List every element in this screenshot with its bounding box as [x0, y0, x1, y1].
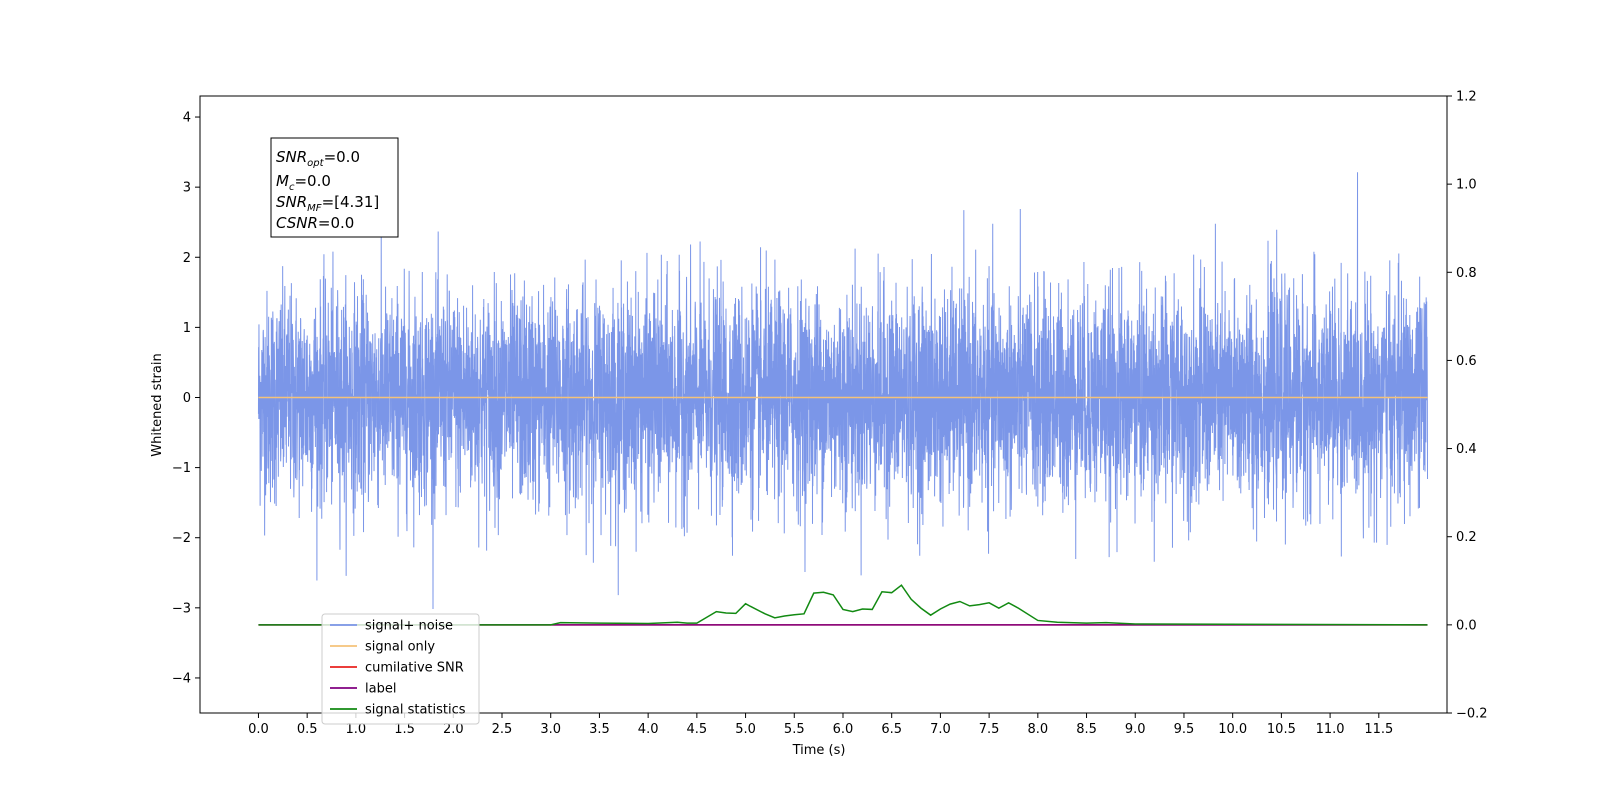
- y-tick-label-4: 0: [183, 391, 191, 406]
- y-tick-label-3: 1: [183, 321, 191, 336]
- x-tick-label-15: 7.5: [979, 722, 1000, 737]
- x-tick-label-7: 3.5: [589, 722, 610, 737]
- x-tick-label-6: 3.0: [540, 722, 561, 737]
- y-tick-label-2: 2: [183, 251, 191, 266]
- legend-label-2: cumilative SNR: [365, 661, 464, 676]
- snr-opt-text: SNRopt=0.0: [276, 148, 360, 169]
- csnr-text: CSNR=0.0: [276, 214, 354, 232]
- y-tick-label-5: −1: [172, 461, 191, 476]
- y-axis-left: 4 3 2 1 0 −1 −2 −3 −4: [172, 111, 200, 686]
- y2-tick-label-2: 0.8: [1456, 266, 1477, 281]
- x-tick-label-21: 10.5: [1267, 722, 1296, 737]
- annotation-box: SNRopt=0.0 Mc=0.0 SNRMF=[4.31] CSNR=0.0: [270, 137, 399, 238]
- x-tick-label-13: 6.5: [881, 722, 902, 737]
- legend-label-4: signal statistics: [365, 703, 466, 718]
- x-tick-label-18: 9.0: [1125, 722, 1146, 737]
- y2-tick-label-1: 1.0: [1456, 178, 1477, 193]
- signal-noise-series: [257, 172, 1429, 609]
- y2-tick-label-5: 0.2: [1456, 530, 1477, 545]
- y2-tick-label-0: 1.2: [1456, 90, 1477, 105]
- legend-label-0: signal+ noise: [365, 619, 453, 634]
- y2-tick-label-7: −0.2: [1456, 707, 1488, 722]
- x-tick-label-19: 9.5: [1174, 722, 1195, 737]
- x-axis-label: Time (s): [792, 743, 846, 758]
- mc-text: Mc=0.0: [276, 172, 331, 193]
- x-tick-label-14: 7.0: [930, 722, 951, 737]
- y-tick-label-7: −3: [172, 601, 191, 616]
- x-tick-label-8: 4.0: [638, 722, 659, 737]
- legend-label-3: label: [365, 682, 396, 697]
- y-axis-label: Whitened strain: [150, 353, 165, 456]
- y2-tick-label-6: 0.0: [1456, 618, 1477, 633]
- y2-tick-label-4: 0.4: [1456, 442, 1477, 457]
- x-tick-label-12: 6.0: [833, 722, 854, 737]
- y-tick-label-1: 3: [183, 181, 191, 196]
- y-tick-label-6: −2: [172, 531, 191, 546]
- x-tick-label-20: 10.0: [1218, 722, 1247, 737]
- x-tick-label-4: 2.0: [443, 722, 464, 737]
- y-axis-right: 1.2 1.0 0.8 0.6 0.4 0.2 0.0 −0.2: [1447, 90, 1488, 722]
- x-tick-label-11: 5.5: [784, 722, 805, 737]
- series-line-4: [258, 584, 1428, 626]
- x-tick-label-17: 8.5: [1076, 722, 1097, 737]
- y2-tick-label-3: 0.6: [1456, 354, 1477, 369]
- x-tick-label-16: 8.0: [1027, 722, 1048, 737]
- snr-mf-text: SNRMF=[4.31]: [276, 193, 379, 214]
- x-tick-label-10: 5.0: [735, 722, 756, 737]
- legend: signal+ noise signal only cumilative SNR la…: [321, 613, 480, 725]
- plot-frame: [199, 95, 1448, 714]
- x-tick-label-2: 1.0: [346, 722, 367, 737]
- x-tick-label-0: 0.0: [248, 722, 269, 737]
- legend-label-1: signal only: [365, 640, 435, 655]
- x-axis: 0.0 0.5 1.0 1.5 2.0 2.5 3.0 3.5 4.0 4.5 5.0 5.5 6.0 6…: [248, 713, 1393, 737]
- x-tick-label-9: 4.5: [687, 722, 708, 737]
- x-tick-label-3: 1.5: [394, 722, 415, 737]
- signal-noise-line: [257, 172, 1429, 609]
- x-tick-label-1: 0.5: [297, 722, 318, 737]
- legend-frame: [321, 613, 480, 725]
- plot-area: [257, 172, 1429, 626]
- y-tick-label-0: 4: [183, 111, 191, 126]
- x-tick-label-5: 2.5: [492, 722, 513, 737]
- y-tick-label-8: −4: [172, 671, 191, 686]
- x-tick-label-23: 11.5: [1364, 722, 1393, 737]
- x-tick-label-22: 11.0: [1316, 722, 1345, 737]
